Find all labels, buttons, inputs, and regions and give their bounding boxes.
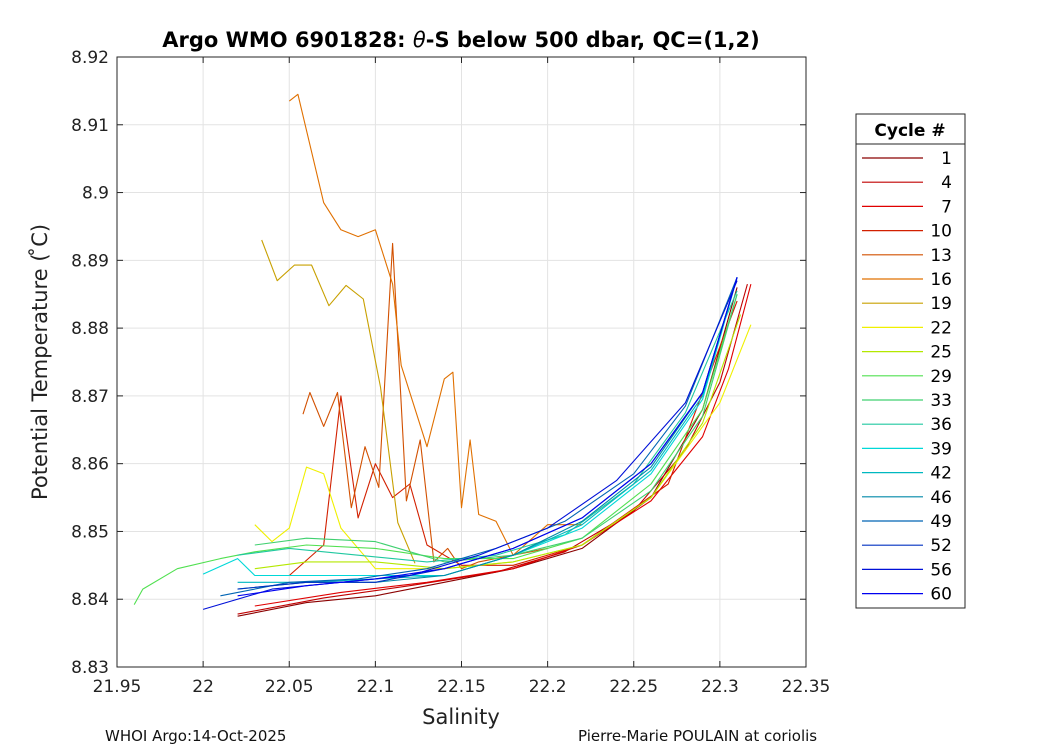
legend-label-cycle-49: 49 (930, 512, 952, 532)
x-tick-label: 22.15 (437, 677, 486, 697)
series-line-cycle-46 (237, 277, 738, 590)
x-axis-label: Salinity (422, 705, 500, 729)
y-tick-label: 8.92 (71, 48, 109, 68)
legend-title: Cycle # (874, 121, 945, 141)
series-line-cycle-16 (288, 93, 583, 556)
legend-label-cycle-4: 4 (941, 173, 952, 193)
series-layer (133, 93, 752, 617)
y-tick-label: 8.88 (71, 319, 109, 339)
legend-label-cycle-13: 13 (930, 246, 952, 266)
y-tick-label: 8.87 (71, 387, 109, 407)
y-tick-label: 8.86 (71, 455, 109, 475)
series-line-cycle-19 (261, 239, 416, 564)
legend-label-cycle-42: 42 (930, 464, 952, 484)
series-line-cycle-4 (237, 283, 748, 615)
x-tick-label: 22.2 (529, 677, 567, 697)
series-line-cycle-25 (254, 314, 742, 570)
legend-label-cycle-19: 19 (930, 294, 952, 314)
series-line-cycle-56 (202, 280, 738, 610)
axis-ticks: 21.95 22 22.05 22.1 22.15 22.2 22.25 22.3 22.35 8… (71, 48, 830, 697)
legend-label-cycle-33: 33 (930, 391, 952, 411)
legend-label-cycle-52: 52 (930, 536, 952, 556)
series-line-cycle-49 (220, 277, 738, 597)
legend-label-cycle-10: 10 (930, 222, 952, 242)
legend-label-cycle-60: 60 (930, 585, 952, 605)
x-tick-label: 22.35 (782, 677, 831, 697)
series-line-cycle-42 (237, 277, 738, 583)
series-line-cycle-39 (202, 277, 738, 577)
y-tick-label: 8.91 (71, 116, 109, 136)
y-tick-label: 8.9 (82, 184, 109, 204)
legend-label-cycle-56: 56 (930, 560, 952, 580)
legend-label-cycle-25: 25 (930, 343, 952, 363)
y-tick-label: 8.85 (71, 522, 109, 542)
legend-box (855, 113, 966, 609)
legend-label-cycle-22: 22 (930, 318, 952, 338)
x-tick-label: 22.3 (701, 677, 739, 697)
legend-label-cycle-29: 29 (930, 367, 952, 387)
legend-label-cycle-16: 16 (930, 270, 952, 290)
grid (116, 56, 807, 668)
legend-label-cycle-7: 7 (941, 197, 952, 217)
x-tick-label: 22.05 (265, 677, 314, 697)
legend-items: 1 4 7 10 13 16 19 22 25 29 33 36 39 42 46 49 52 56 60 (862, 149, 952, 605)
x-tick-label: 22.1 (356, 677, 394, 697)
series-line-cycle-52 (237, 277, 738, 590)
y-tick-label: 8.89 (71, 251, 109, 271)
series-line-cycle-60 (237, 277, 738, 597)
legend: Cycle # 1 4 7 10 13 16 19 22 25 29 33 36 39 42 46 49 52 5… (855, 113, 966, 609)
x-tick-label: 21.95 (93, 677, 142, 697)
footer-credit: Pierre-Marie POULAIN at coriolis (578, 727, 817, 745)
y-axis-label: Potential Temperature ( ̊C) (28, 224, 52, 500)
legend-label-cycle-1: 1 (941, 149, 952, 169)
y-tick-label: 8.84 (71, 590, 109, 610)
series-line-cycle-36 (237, 290, 738, 563)
legend-label-cycle-36: 36 (930, 415, 952, 435)
x-tick-label: 22 (192, 677, 214, 697)
footer-source: WHOI Argo:14-Oct-2025 (105, 727, 286, 745)
x-tick-label: 22.25 (609, 677, 658, 697)
series-line-cycle-29 (133, 294, 738, 605)
legend-label-cycle-39: 39 (930, 439, 952, 459)
chart-title: Argo WMO 6901828: θ-S below 500 dbar, QC… (162, 28, 759, 52)
y-tick-label: 8.83 (71, 658, 109, 678)
legend-label-cycle-46: 46 (930, 488, 952, 508)
